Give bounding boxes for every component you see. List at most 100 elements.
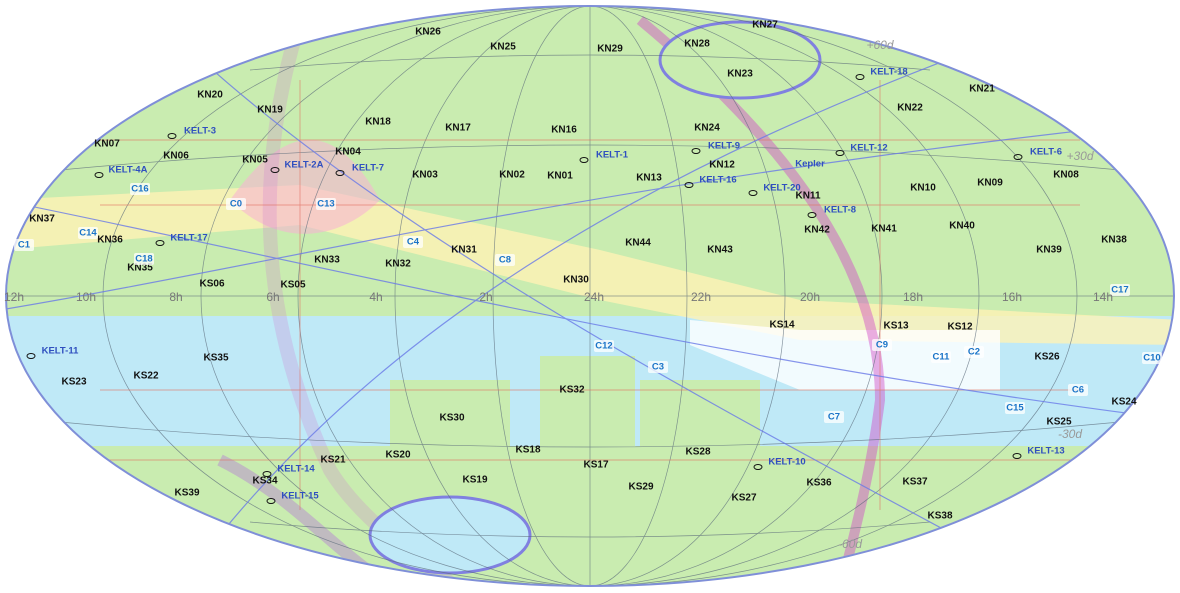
field-label: KN21 (969, 84, 995, 95)
field-label: KS30 (439, 413, 464, 424)
kelt-label: KELT-20 (763, 183, 800, 194)
kelt-field-marker (167, 133, 177, 139)
field-label: KS13 (883, 321, 908, 332)
ra-label: 8h (169, 290, 182, 304)
kelt-field-marker (855, 74, 865, 80)
field-label: KS21 (320, 455, 345, 466)
field-label: KS29 (628, 482, 653, 493)
kelt-label: KELT-2A (285, 160, 324, 171)
ra-label: 20h (800, 290, 820, 304)
field-label: KN09 (977, 178, 1003, 189)
ra-label: 2h (479, 290, 492, 304)
field-label: KN04 (335, 147, 361, 158)
field-label: KN03 (412, 170, 438, 181)
campaign-label: C11 (933, 352, 951, 363)
field-label: KS24 (1111, 397, 1136, 408)
field-label: KN40 (949, 221, 975, 232)
field-label: KN26 (415, 27, 441, 38)
campaign-label: C7 (828, 412, 840, 423)
kelt-label: KELT-18 (870, 67, 907, 78)
field-label: KN32 (385, 259, 411, 270)
field-label: KN29 (597, 44, 623, 55)
field-label: KN31 (451, 245, 477, 256)
field-label: KN30 (563, 275, 589, 286)
kelt-label: KELT-3 (184, 126, 216, 137)
field-label: KN19 (257, 105, 283, 116)
field-label: KS38 (927, 511, 952, 522)
field-label: KS37 (902, 477, 927, 488)
field-label: KN07 (94, 139, 120, 150)
dec-label: -30d (1058, 427, 1082, 441)
field-label: KN36 (97, 235, 123, 246)
field-label: KS26 (1034, 352, 1059, 363)
field-label: KS39 (174, 488, 199, 499)
kelt-label: KELT-16 (699, 175, 736, 186)
kelt-field-marker (753, 464, 763, 470)
field-label: KN43 (707, 245, 733, 256)
campaign-label: C12 (595, 341, 612, 352)
kelt-label: KELT-12 (850, 143, 887, 154)
field-label: KN41 (871, 224, 897, 235)
kelt-label: KELT-10 (768, 457, 805, 468)
campaign-label-box (931, 351, 951, 363)
kelt-label: KELT-15 (281, 491, 319, 502)
field-label: KN23 (727, 69, 753, 80)
field-label: KS32 (559, 385, 584, 396)
kelt-field-marker (270, 167, 280, 173)
campaign-label-box (1142, 352, 1162, 364)
kelt-field-marker (266, 498, 276, 504)
ra-label: 22h (691, 290, 711, 304)
kelt-label: KELT-14 (277, 464, 315, 475)
field-label: KS19 (462, 475, 487, 486)
kelt-field-marker (691, 148, 701, 154)
field-label: KN11 (795, 191, 820, 202)
field-label: KS28 (685, 447, 710, 458)
kelt-field-marker (579, 157, 589, 163)
kelt-field-marker (1012, 453, 1022, 459)
field-label: KN35 (127, 263, 153, 274)
field-label: KS06 (199, 279, 224, 290)
field-label: KN08 (1053, 170, 1079, 181)
field-label: KN28 (684, 39, 710, 50)
field-label: KS14 (769, 320, 794, 331)
ra-label: 18h (903, 290, 923, 304)
field-label: KS17 (583, 460, 608, 471)
campaign-label-box (495, 254, 515, 266)
ra-label: 14h (1093, 290, 1113, 304)
campaign-label-box (594, 340, 614, 352)
kelt-label: Kepler (795, 159, 825, 170)
dec-label: +60d (866, 38, 893, 52)
kelt-label: KELT-9 (708, 141, 740, 152)
campaign-label-box (1005, 402, 1025, 414)
field-label: KN20 (197, 90, 223, 101)
campaign-label-box (648, 361, 668, 373)
field-label: KN37 (29, 214, 55, 225)
campaign-label-box (316, 198, 336, 210)
field-label: KN17 (445, 123, 471, 134)
field-label: KN22 (897, 103, 923, 114)
campaign-label: C10 (1143, 353, 1160, 364)
kelt-label: KELT-11 (42, 346, 79, 357)
kelt-field-marker (26, 353, 36, 359)
kelt-field-marker (94, 172, 104, 178)
kelt-label: KELT-17 (170, 233, 207, 244)
field-label: KS20 (385, 450, 410, 461)
ra-label: 6h (266, 290, 279, 304)
kelt-label: KELT-4A (109, 165, 148, 176)
field-label: KN27 (752, 20, 778, 31)
ra-label: 24h (584, 290, 604, 304)
kelt-label: KELT-13 (1027, 446, 1064, 457)
field-label: KN33 (314, 255, 340, 266)
campaign-label-box (130, 183, 150, 195)
campaign-label: C0 (230, 199, 242, 210)
field-label: KN10 (910, 183, 936, 194)
field-label: KN06 (163, 151, 189, 162)
campaign-label: C6 (1072, 385, 1084, 396)
campaign-label: C15 (1006, 403, 1024, 414)
field-label: KS27 (731, 493, 756, 504)
field-label: KN02 (499, 170, 525, 181)
field-label: KN12 (709, 160, 735, 171)
campaign-label: C3 (652, 362, 664, 373)
campaign-label: C8 (499, 255, 511, 266)
